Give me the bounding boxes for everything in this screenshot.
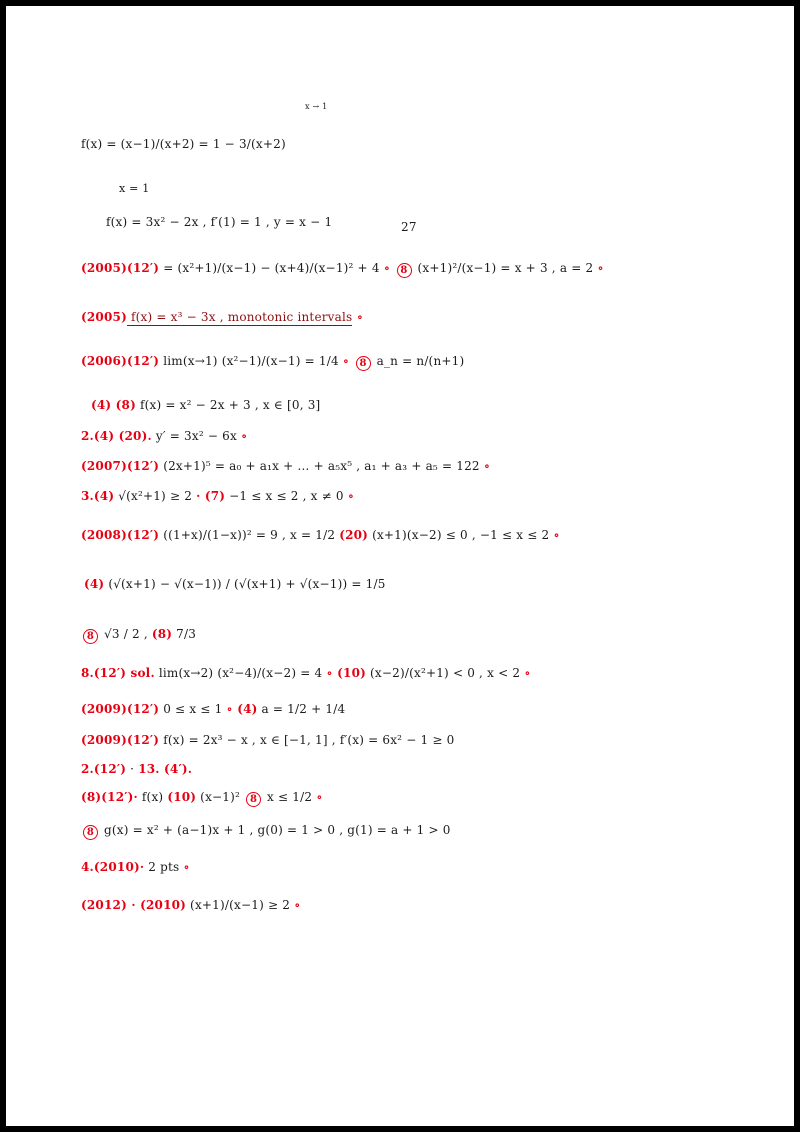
text-segment: (2005)(12′) [81, 261, 160, 275]
document-page: x → 1 f(x) = (x−1)/(x+2) = 1 − 3/(x+2) x =… [6, 6, 794, 1126]
circled-number: 8 [246, 792, 262, 807]
text-segment: f(x) = (x−1)/(x+2) = 1 − 3/(x+2) [81, 137, 286, 151]
text-segment: √3 / 2 , [100, 627, 152, 641]
text-segment: a_n = n/(n+1) [372, 354, 465, 368]
math-line: (4) (8) f(x) = x² − 2x + 3 , x ∈ [0, 3] [91, 398, 320, 413]
math-line: (2006)(12′) lim(x→1) (x²−1)/(x−1) = 1/4 … [81, 354, 464, 371]
text-segment: ∘ [183, 860, 190, 874]
text-segment: ∘ [342, 354, 354, 368]
text-segment: (√(x+1) − √(x−1)) / (√(x+1) + √(x−1)) = … [104, 577, 386, 591]
math-line: 4.(2010)· 2 pts ∘ [81, 860, 190, 875]
text-segment: (2009)(12′) [81, 702, 160, 716]
text-segment: (x−2)/(x²+1) < 0 , x < 2 [366, 666, 525, 680]
text-segment: (4) (8) [91, 398, 136, 412]
text-segment: 2 pts [144, 860, 184, 874]
text-segment: ∘ [347, 489, 355, 503]
text-segment: y′ = 3x² − 6x [151, 429, 241, 443]
math-line: (4) (√(x+1) − √(x−1)) / (√(x+1) + √(x−1)… [84, 577, 386, 592]
text-segment: · (7) [196, 489, 226, 503]
circled-number: 8 [83, 629, 98, 644]
text-segment: ∘ [352, 310, 364, 324]
text-segment: (10) [167, 790, 197, 804]
circled-number: 8 [355, 356, 371, 371]
text-segment: √(x²+1) ≥ 2 [114, 489, 197, 503]
text-segment: f(x) = 3x² − 2x , f′(1) = 1 , y = x − 1 [106, 215, 333, 229]
text-segment: ∘ [524, 666, 531, 680]
math-line: (2007)(12′) (2x+1)⁵ = a₀ + a₁x + … + a₅x… [81, 459, 490, 474]
text-segment: x → 1 [305, 102, 328, 111]
text-segment: ((1+x)/(1−x))² = 9 , x = 1/2 [159, 528, 340, 542]
text-segment: (x+1)/(x−1) ≥ 2 [186, 898, 295, 912]
circled-number: 8 [396, 263, 412, 278]
math-line: x = 1 [119, 182, 149, 196]
math-lines-container: x → 1 f(x) = (x−1)/(x+2) = 1 − 3/(x+2) x =… [6, 6, 794, 1126]
text-segment: (2006)(12′) [81, 354, 160, 368]
math-line: (8)(12′)· f(x) (10) (x−1)² 8 x ≤ 1/2 ∘ [81, 790, 323, 807]
text-segment: (2008)(12′) [81, 528, 160, 542]
text-segment: ∘ [383, 261, 395, 275]
math-line: x → 1 [305, 102, 327, 112]
text-segment: (x+1)(x−2) ≤ 0 , −1 ≤ x ≤ 2 [368, 528, 554, 542]
math-line: 27 [401, 220, 417, 235]
text-segment: 3.(4) [81, 489, 115, 503]
text-segment: = (x²+1)/(x−1) − (x+4)/(x−1)² + 4 [159, 261, 384, 275]
math-line: 2.(4) (20). y′ = 3x² − 6x ∘ [81, 429, 247, 444]
text-segment: ∘ [316, 790, 323, 804]
text-segment: 2.(12′) [81, 762, 127, 776]
text-segment: (2x+1)⁵ = a₀ + a₁x + … + a₅x⁵ , a₁ + a₃ … [159, 459, 484, 473]
text-segment: f(x) = x² − 2x + 3 , x ∈ [0, 3] [136, 398, 321, 412]
text-segment: · [126, 762, 139, 776]
text-segment: 0 ≤ x ≤ 1 [159, 702, 227, 716]
text-segment: −1 ≤ x ≤ 2 , x ≠ 0 [225, 489, 348, 503]
text-segment: g(x) = x² + (a−1)x + 1 , g(0) = 1 > 0 , … [100, 823, 451, 837]
text-segment: 4.(2010)· [81, 860, 145, 874]
text-segment: ∘ [597, 261, 604, 275]
text-segment: (4) [84, 577, 105, 591]
text-segment: ∘ [240, 429, 248, 443]
text-segment: 13. (4′). [138, 762, 193, 776]
math-line: 2.(12′) · 13. (4′). [81, 762, 192, 777]
text-segment: ∘ [483, 459, 491, 473]
text-segment: (2005) [81, 310, 127, 324]
text-segment: 8.(12′) sol. [81, 666, 155, 680]
text-segment: x ≤ 1/2 [263, 790, 317, 804]
text-segment: ∘ (4) [226, 702, 258, 716]
math-line: (2005)(12′) = (x²+1)/(x−1) − (x+4)/(x−1)… [81, 261, 604, 278]
text-segment: (2009)(12′) [81, 733, 160, 747]
text-segment: f(x) = 2x³ − x , x ∈ [−1, 1] , f′(x) = 6… [159, 733, 455, 747]
text-segment: (20) [339, 528, 369, 542]
math-line: (2008)(12′) ((1+x)/(1−x))² = 9 , x = 1/2… [81, 528, 560, 543]
text-segment: ∘ (10) [326, 666, 367, 680]
text-segment: f(x) [137, 790, 168, 804]
text-segment: (2007)(12′) [81, 459, 160, 473]
math-line: 8 g(x) = x² + (a−1)x + 1 , g(0) = 1 > 0 … [81, 823, 451, 840]
text-segment: (8) [151, 627, 173, 641]
math-line: f(x) = (x−1)/(x+2) = 1 − 3/(x+2) [81, 137, 286, 152]
math-line: 8 √3 / 2 , (8) 7/3 [81, 627, 196, 644]
text-segment: x = 1 [119, 182, 150, 195]
math-line: (2012) · (2010) (x+1)/(x−1) ≥ 2 ∘ [81, 898, 301, 913]
text-segment: 27 [401, 220, 417, 234]
math-line: 8.(12′) sol. lim(x→2) (x²−4)/(x−2) = 4 ∘… [81, 666, 531, 681]
text-segment: 7/3 [172, 627, 197, 641]
text-segment: (x−1)² [196, 790, 245, 804]
circled-number: 8 [83, 825, 98, 840]
text-segment: (8)(12′)· [81, 790, 138, 804]
text-segment: ∘ [553, 528, 560, 542]
text-segment: (2012) · (2010) [81, 898, 187, 912]
math-line: (2009)(12′) 0 ≤ x ≤ 1 ∘ (4) a = 1/2 + 1/… [81, 702, 345, 717]
text-segment: f(x) = x³ − 3x , monotonic intervals [126, 310, 353, 326]
text-segment: (x+1)²/(x−1) = x + 3 , a = 2 [413, 261, 598, 275]
text-segment: ∘ [294, 898, 301, 912]
text-segment: 2.(4) (20). [81, 429, 152, 443]
text-segment: a = 1/2 + 1/4 [257, 702, 346, 716]
text-segment: lim(x→1) (x²−1)/(x−1) = 1/4 [159, 354, 343, 368]
math-line: 3.(4) √(x²+1) ≥ 2 · (7) −1 ≤ x ≤ 2 , x ≠… [81, 489, 354, 504]
text-segment: lim(x→2) (x²−4)/(x−2) = 4 [154, 666, 327, 680]
math-line: (2009)(12′) f(x) = 2x³ − x , x ∈ [−1, 1]… [81, 733, 454, 748]
math-line: f(x) = 3x² − 2x , f′(1) = 1 , y = x − 1 [106, 215, 332, 230]
math-line: (2005) f(x) = x³ − 3x , monotonic interv… [81, 310, 364, 326]
